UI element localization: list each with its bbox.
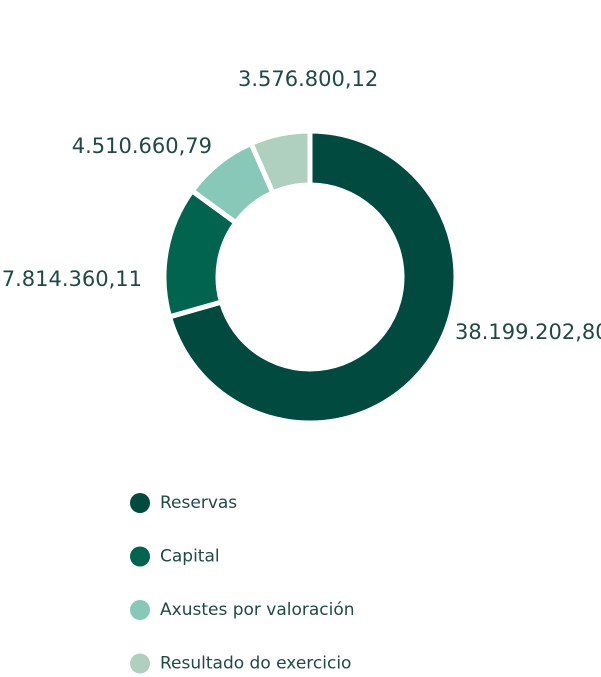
value-label: 7.814.360,11 bbox=[2, 267, 142, 291]
legend-swatch bbox=[130, 493, 150, 513]
legend-label: Capital bbox=[160, 547, 220, 567]
legend-label: Resultado do exercicio bbox=[160, 654, 351, 674]
legend-swatch bbox=[130, 546, 150, 567]
legend-swatch bbox=[130, 600, 150, 620]
value-label: 4.510.660,79 bbox=[72, 134, 212, 158]
donut-segment bbox=[166, 128, 459, 426]
donut-segment bbox=[247, 128, 313, 197]
legend-swatch bbox=[130, 653, 150, 674]
value-label: 38.199.202,80 bbox=[455, 320, 601, 344]
legend-label: Axustes por valoración bbox=[160, 600, 355, 620]
value-label: 3.576.800,12 bbox=[238, 67, 378, 91]
legend-label: Reservas bbox=[160, 493, 237, 513]
